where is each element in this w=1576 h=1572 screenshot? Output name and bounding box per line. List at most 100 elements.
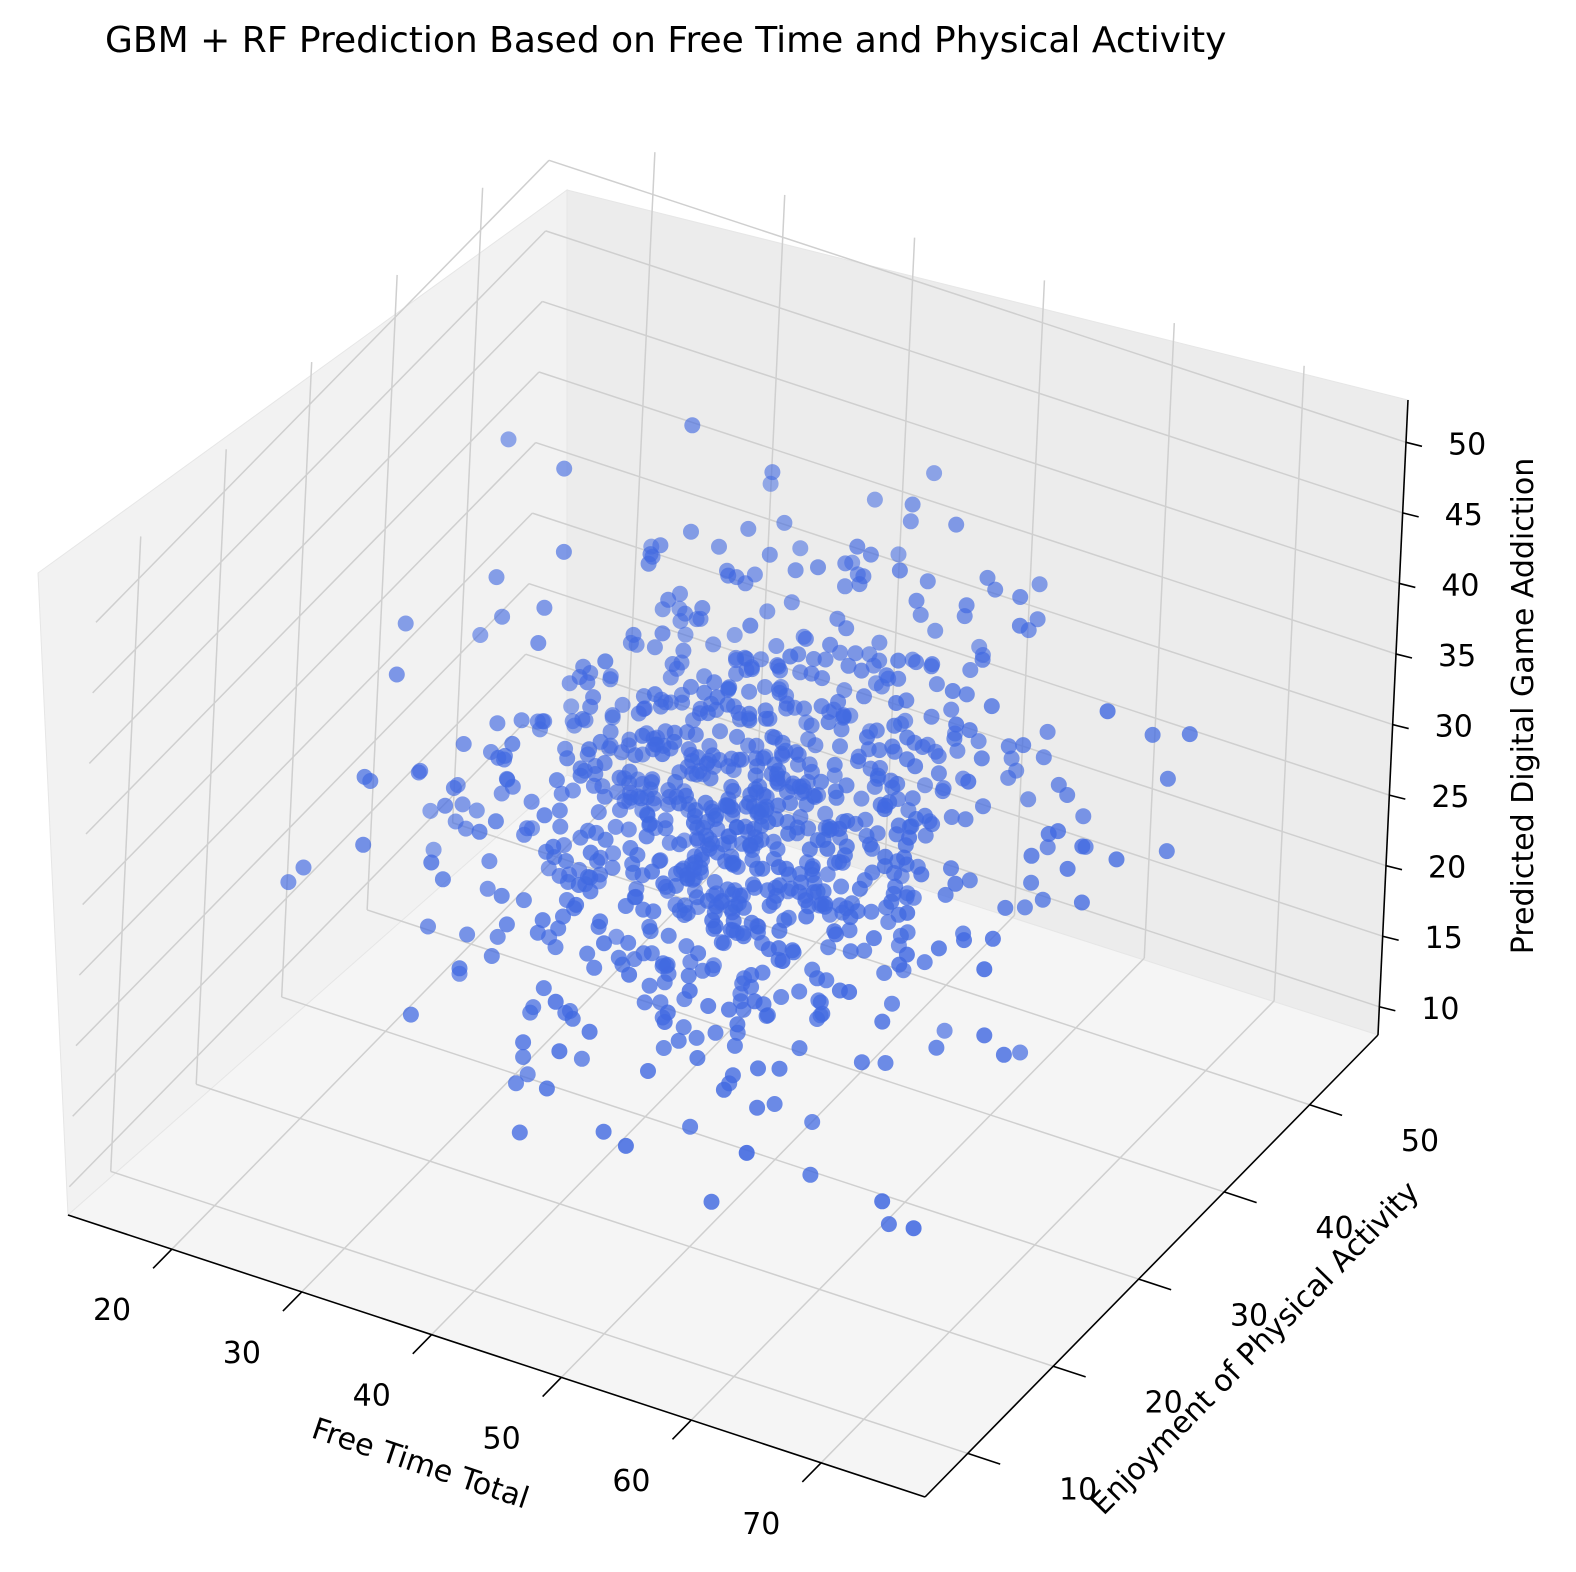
scatter-point <box>832 738 848 755</box>
scatter-point <box>621 731 638 748</box>
scatter-point <box>627 888 644 905</box>
scatter-point <box>703 1193 720 1210</box>
scatter-point <box>962 662 979 678</box>
scatter-point <box>402 1006 419 1023</box>
scatter-point <box>592 913 609 930</box>
scatter-point <box>803 717 820 734</box>
scatter-point <box>582 844 599 861</box>
scatter-point <box>769 841 786 858</box>
scatter-point <box>725 912 742 929</box>
scatter-point <box>1059 860 1076 877</box>
z-tick-label: 25 <box>1431 780 1469 815</box>
x-tick <box>282 1291 303 1312</box>
scatter-point <box>828 789 845 806</box>
scatter-point <box>555 908 571 925</box>
scatter-point <box>511 1124 528 1141</box>
scatter-point <box>899 729 916 746</box>
data-points <box>280 417 1198 1237</box>
scatter-point <box>877 848 894 865</box>
scatter-point <box>809 970 826 987</box>
scatter-point <box>1023 874 1040 891</box>
scatter-point <box>791 983 808 1000</box>
scatter-point <box>472 627 489 643</box>
x-grid-line <box>1143 323 1176 959</box>
z-tick <box>1395 653 1413 659</box>
scatter-point <box>712 723 728 740</box>
scatter-point <box>646 686 663 703</box>
scatter-point <box>1015 737 1032 754</box>
y-grid-line <box>451 187 484 823</box>
scatter-point <box>530 635 547 651</box>
scatter-point <box>573 1050 590 1067</box>
scatter-point <box>865 930 882 947</box>
scatter-point <box>859 729 875 746</box>
scatter-point <box>664 656 681 672</box>
x-grid-line <box>431 872 886 1336</box>
scatter-point <box>504 735 521 752</box>
scatter-point <box>778 700 795 717</box>
scatter-point <box>545 838 562 855</box>
scatter-point <box>948 516 965 533</box>
scatter-point <box>787 562 804 579</box>
z-grid-line <box>92 230 547 694</box>
scatter-point <box>835 709 852 726</box>
scatter-point <box>742 837 759 854</box>
scatter-point <box>534 713 551 730</box>
scatter-point <box>513 712 530 729</box>
scatter-point <box>943 860 959 877</box>
scatter-point <box>820 939 837 956</box>
scatter-point <box>489 928 506 945</box>
scatter-point <box>987 581 1004 598</box>
scatter-point <box>457 820 474 837</box>
scatter-point <box>694 600 711 616</box>
scatter-point <box>863 903 880 920</box>
scatter-point <box>529 924 546 941</box>
scatter-point <box>1144 726 1161 743</box>
scatter-point <box>455 736 472 752</box>
scatter-point <box>917 777 933 794</box>
scatter-point <box>890 652 907 669</box>
scatter-point <box>770 797 787 814</box>
scatter-point <box>851 576 868 593</box>
scatter-point <box>679 866 696 883</box>
scatter-point <box>596 788 613 805</box>
scatter-point <box>817 651 834 668</box>
scatter-point <box>827 926 844 943</box>
scatter-point <box>708 898 725 915</box>
scatter-point <box>735 928 752 945</box>
scatter-point <box>692 859 709 876</box>
scatter-point <box>841 922 858 939</box>
scatter-point <box>295 859 312 876</box>
z-tick <box>1402 512 1419 518</box>
scatter-point <box>724 1067 741 1084</box>
scatter-point <box>459 926 476 943</box>
scatter-point <box>732 887 748 904</box>
scatter-point <box>489 715 506 732</box>
scatter-point <box>1039 723 1056 740</box>
scatter-point <box>696 684 713 701</box>
scatter-point <box>749 803 766 820</box>
scatter-point <box>837 555 854 572</box>
scatter-point <box>1181 726 1198 743</box>
scatter-point <box>412 762 429 779</box>
scatter-point <box>605 845 622 862</box>
scatter-point <box>774 734 791 751</box>
scatter-point <box>708 807 725 824</box>
z-grid-line <box>72 653 527 1117</box>
scatter-point <box>797 630 814 647</box>
x-tick <box>412 1334 433 1355</box>
scatter-point <box>670 1032 687 1049</box>
scatter-point <box>838 777 855 794</box>
scatter-point <box>876 965 893 981</box>
scatter-point <box>898 946 915 963</box>
z-tick <box>1379 1006 1396 1012</box>
scatter-point <box>878 667 895 684</box>
scatter-point <box>704 961 721 977</box>
scatter-point <box>810 559 826 576</box>
x-tick-label: 60 <box>612 1464 650 1499</box>
scatter-point <box>483 948 500 964</box>
scatter-point <box>976 1027 993 1044</box>
scatter-point <box>819 840 836 857</box>
scatter-point <box>680 967 697 984</box>
y-grid-line <box>110 1170 968 1455</box>
